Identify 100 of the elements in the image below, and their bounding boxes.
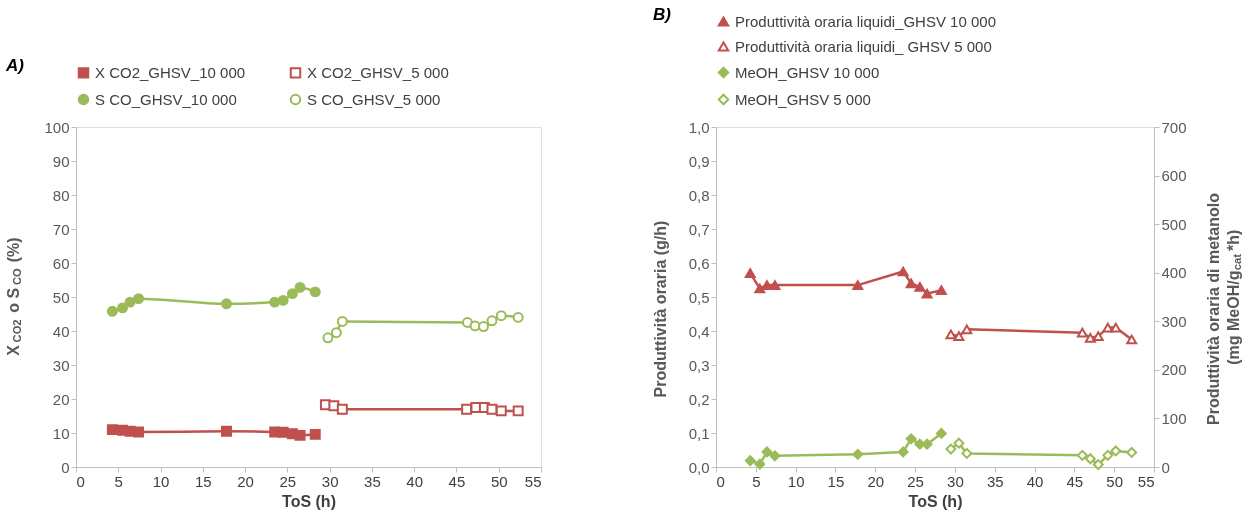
point [1084,332,1096,343]
y-tick-label: 30 [52,356,70,374]
point [953,331,965,341]
x-tick-label: 25 [279,472,297,490]
point [961,324,973,335]
point [1110,445,1122,457]
legend-label: MeOH_GHSV 10 000 [735,63,880,81]
point [221,425,232,437]
x-tick-label: 50 [1106,472,1124,490]
y2-tick-label: 0 [1161,458,1170,476]
y2-tick-label: 500 [1161,215,1187,233]
point [328,400,340,412]
y-tick-label: 0,1 [688,424,710,442]
point [754,458,766,470]
x-tick-label: 15 [827,472,845,490]
point [106,305,118,317]
x-tick-label: 35 [986,472,1004,490]
point [1084,453,1096,465]
chart-title: B) [653,5,672,24]
x-tick-label: 45 [448,472,466,490]
x-tick-label: 35 [364,472,381,490]
y-tick-label: 0 [61,458,70,476]
point [769,450,781,462]
point [897,266,909,277]
point [1126,334,1138,345]
legend-label: S CO_GHSV_10 000 [95,90,237,108]
point [744,455,756,467]
point [935,285,947,296]
point [905,278,917,289]
point [269,296,281,308]
point [336,316,348,327]
legend-label: X CO2_GHSV_10 000 [95,63,246,81]
y-tick-label: 50 [52,288,70,306]
legend-label: Produttività oraria liquidi_GHSV 10 000 [735,12,996,30]
y2-tick-label: 300 [1161,312,1187,330]
point [495,405,507,417]
point [1092,459,1104,471]
legend-label: Produttività oraria liquidi_ GHSV 5 000 [735,37,992,55]
y-tick-label: 0,8 [688,186,710,204]
point [322,332,334,344]
y-tick-label: 0,4 [688,322,710,340]
y-axis-title: XCO2 o SCO (%) [5,237,23,356]
y-tick-label: 20 [52,390,70,408]
x-tick-label: 0 [716,472,725,490]
x-tick-label: 25 [907,472,924,490]
point [945,329,957,340]
point [221,298,232,310]
chart-title: A) [5,56,25,75]
x-tick-label: 55 [1137,472,1155,490]
y-tick-label: 0,3 [688,356,710,374]
point [761,446,773,458]
point [921,288,933,299]
x-tick-label: 50 [490,472,508,490]
y2-tick-label: 700 [1161,118,1187,136]
point [1092,331,1104,341]
point [1126,446,1138,458]
point [935,428,947,439]
point [133,426,145,438]
x-tick-label: 5 [114,472,123,490]
legend-label: S CO_GHSV_5 000 [307,90,441,108]
legend-label: MeOH_GHSV 5 000 [735,90,871,108]
y-tick-label: 0,6 [688,254,710,272]
y-tick-label: 70 [52,220,70,238]
y2-tick-label: 400 [1161,264,1187,282]
point [945,443,957,455]
point [294,429,306,441]
point [124,296,136,308]
point [905,433,917,445]
y-tick-label: 0,5 [688,288,710,306]
point [744,268,756,279]
x-tick-label: 40 [406,472,424,490]
y-tick-label: 100 [44,118,70,136]
point [953,437,965,449]
point [961,447,973,459]
point [852,280,864,290]
point [1076,327,1088,338]
point [1102,322,1114,333]
y-tick-label: 0,9 [688,152,710,170]
point [897,446,909,458]
point [117,302,128,314]
x-axis-title: ToS (h) [282,492,336,510]
x-tick-label: 5 [752,472,761,490]
x-axis-title: ToS (h) [908,492,963,510]
y-tick-label: 0,0 [688,458,710,476]
point [852,448,864,460]
point [330,327,342,339]
point [461,317,473,328]
y-tick-label: 80 [52,186,70,204]
y-tick-label: 60 [52,254,70,272]
point [914,281,926,292]
y-tick-label: 90 [52,152,70,170]
point [486,315,498,327]
x-tick-label: 40 [1026,472,1044,490]
x-tick-label: 20 [237,472,254,490]
y2-tick-label: 600 [1161,167,1187,185]
y-tick-label: 10 [52,424,70,442]
point [106,424,118,436]
x-tick-label: 20 [867,472,885,490]
y-tick-label: 1,0 [688,118,710,136]
point [277,294,289,306]
